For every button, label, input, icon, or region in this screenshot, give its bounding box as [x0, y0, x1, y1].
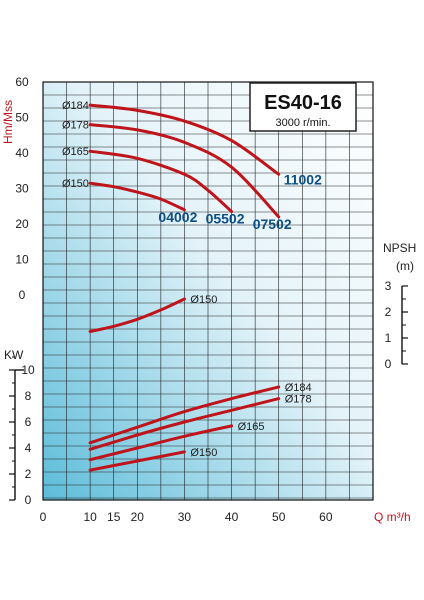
power-series-label: Ø184 — [285, 382, 312, 394]
x-tick-label: 40 — [225, 510, 239, 524]
power-tick-label: 8 — [25, 389, 32, 403]
x-tick-label: 30 — [178, 510, 192, 524]
power-curve — [88, 397, 281, 451]
x-tick-label: 60 — [319, 510, 333, 524]
model-label: 11002 — [284, 171, 322, 187]
npsh-curve — [88, 297, 186, 333]
plot-frame — [42, 81, 374, 501]
head-tick-label: 40 — [15, 146, 29, 160]
x-tick-label: 20 — [131, 510, 145, 524]
head-series-label: Ø165 — [62, 146, 89, 158]
title-box: ES40-16 3000 r/min. — [249, 82, 357, 132]
head-axis-label: Hm/Mss — [1, 100, 15, 144]
power-tick-label: 6 — [25, 415, 32, 429]
curves — [88, 103, 281, 472]
head-curve — [88, 103, 281, 176]
axes: 0 10 20 30 40 50 60 0 10 15 20 30 40 50 60 0 2 4 6 8 10 0 1 2 3 — [9, 75, 408, 524]
model-label: 07502 — [253, 216, 292, 232]
head-tick-label: 20 — [15, 217, 29, 231]
npsh-tick-label: 1 — [385, 331, 392, 345]
power-tick-label: 10 — [21, 363, 35, 377]
npsh-axis-label: NPSH — [383, 241, 416, 255]
power-tick-label: 0 — [25, 493, 32, 507]
grid-lines — [43, 82, 373, 500]
head-series-label: Ø178 — [62, 120, 89, 132]
npsh-tick-label: 2 — [385, 305, 392, 319]
head-tick-label: 0 — [19, 288, 26, 302]
head-curve — [88, 181, 186, 212]
x-axis-label: Q m³/h — [374, 510, 411, 524]
head-series-label: Ø184 — [62, 100, 89, 112]
head-tick-label: 50 — [15, 111, 29, 125]
head-tick-label: 30 — [15, 182, 29, 196]
npsh-series-label: Ø150 — [190, 294, 217, 306]
head-tick-label: 60 — [15, 75, 29, 89]
model-label: 05502 — [206, 211, 245, 227]
chart-subtitle: 3000 r/min. — [275, 117, 330, 129]
title-box-frame — [249, 82, 357, 132]
head-tick-label: 10 — [15, 253, 29, 267]
npsh-tick-label: 3 — [385, 279, 392, 293]
head-series-label: Ø150 — [62, 178, 89, 190]
x-tick-label: 0 — [40, 510, 47, 524]
power-tick-label: 4 — [25, 441, 32, 455]
model-label: 04002 — [158, 209, 197, 225]
power-series-label: Ø150 — [190, 447, 217, 459]
power-curve — [88, 385, 281, 445]
npsh-tick-label: 0 — [385, 357, 392, 371]
power-curve — [88, 450, 186, 472]
head-curve — [88, 123, 281, 219]
x-tick-label: 15 — [107, 510, 121, 524]
power-series-label: Ø165 — [238, 421, 265, 433]
power-axis-label: KW — [4, 348, 24, 362]
chart-title: ES40-16 — [264, 92, 342, 114]
x-tick-label: 10 — [83, 510, 97, 524]
curve-labels: Ø184 11002 Ø178 07502 Ø165 05502 Ø150 04002 Ø150… — [62, 100, 322, 459]
power-tick-label: 2 — [25, 467, 32, 481]
x-tick-label: 50 — [272, 510, 286, 524]
npsh-axis-unit: (m) — [396, 259, 414, 273]
head-curve — [88, 149, 234, 214]
power-series-label: Ø178 — [285, 394, 312, 406]
power-curve — [88, 424, 234, 462]
